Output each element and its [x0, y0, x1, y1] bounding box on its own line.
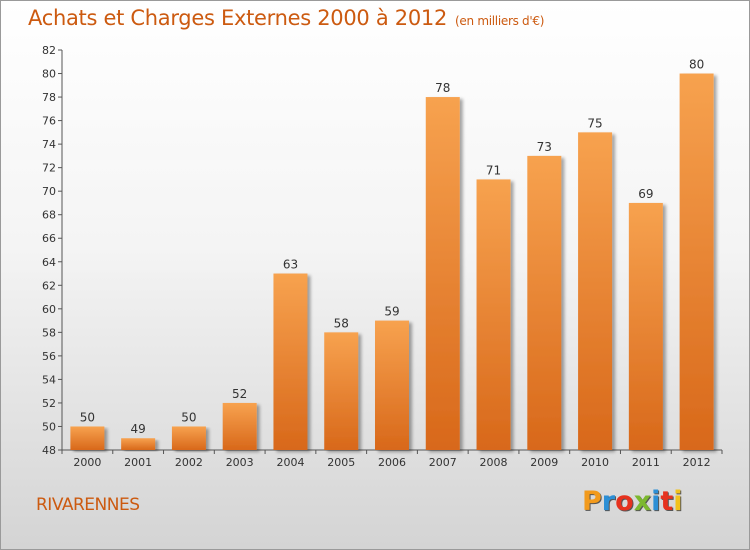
data-label: 58	[334, 316, 349, 330]
logo-letter: t	[660, 486, 674, 517]
x-tick-label: 2001	[124, 456, 152, 469]
bar	[273, 273, 308, 450]
y-tick-label: 56	[42, 350, 56, 363]
bar	[324, 332, 359, 450]
y-tick-label: 78	[42, 91, 56, 104]
y-tick-label: 80	[42, 68, 56, 81]
bar	[679, 73, 714, 450]
data-label: 52	[232, 387, 247, 401]
bar	[578, 132, 613, 450]
y-tick-label: 64	[42, 256, 56, 269]
y-tick-label: 62	[42, 279, 56, 292]
logo-letter: o	[615, 486, 634, 517]
data-label: 71	[486, 163, 501, 177]
y-tick-label: 52	[42, 397, 56, 410]
y-tick-label: 74	[42, 138, 56, 151]
data-label: 50	[80, 410, 95, 424]
logo-letter: x	[633, 486, 652, 517]
y-tick-label: 60	[42, 303, 56, 316]
data-label: 63	[283, 258, 298, 272]
chart-title-text: Achats et Charges Externes 2000 à 2012	[28, 6, 448, 30]
chart-subtitle: (en milliers d'€)	[455, 14, 545, 28]
y-tick-label: 72	[42, 162, 56, 175]
x-tick-label: 2006	[378, 456, 406, 469]
x-tick-label: 2005	[327, 456, 355, 469]
x-tick-label: 2002	[175, 456, 203, 469]
x-tick-label: 2010	[581, 456, 609, 469]
logo-letter: i	[673, 486, 683, 517]
logo-letter: P	[582, 486, 602, 517]
y-tick-label: 54	[42, 373, 56, 386]
x-tick-label: 2011	[632, 456, 660, 469]
data-label: 73	[537, 140, 552, 154]
data-label: 59	[384, 305, 399, 319]
bar	[375, 320, 409, 450]
bar	[425, 97, 460, 450]
data-label: 50	[181, 410, 196, 424]
logo-letter: r	[601, 486, 616, 517]
bar	[121, 438, 156, 450]
y-tick-label: 50	[42, 420, 56, 433]
data-label: 75	[587, 116, 602, 130]
logo-letter: i	[651, 486, 661, 517]
x-tick-label: 2003	[226, 456, 254, 469]
y-tick-label: 76	[42, 115, 56, 128]
location-name: RIVARENNES	[36, 495, 140, 515]
y-tick-label: 68	[42, 209, 56, 222]
bar	[222, 402, 257, 450]
x-tick-label: 2007	[429, 456, 457, 469]
bar	[628, 202, 663, 450]
y-tick-label: 48	[42, 444, 56, 457]
x-tick-label: 2012	[683, 456, 711, 469]
bar	[476, 179, 511, 451]
bar	[171, 426, 206, 450]
y-tick-label: 66	[42, 232, 56, 245]
bar	[527, 155, 562, 450]
data-label: 49	[131, 422, 146, 436]
x-tick-label: 2004	[276, 456, 304, 469]
proxiti-logo: Proxiti	[582, 486, 683, 517]
x-tick-label: 2008	[480, 456, 508, 469]
bar	[70, 426, 105, 450]
data-label: 69	[638, 187, 653, 201]
y-tick-label: 58	[42, 326, 56, 339]
y-tick-label: 70	[42, 185, 56, 198]
y-tick-label: 82	[42, 44, 56, 57]
data-label: 80	[689, 58, 704, 72]
x-tick-label: 2000	[73, 456, 101, 469]
x-tick-label: 2009	[530, 456, 558, 469]
chart-title: Achats et Charges Externes 2000 à 2012 (e…	[28, 6, 544, 30]
data-label: 78	[435, 81, 450, 95]
